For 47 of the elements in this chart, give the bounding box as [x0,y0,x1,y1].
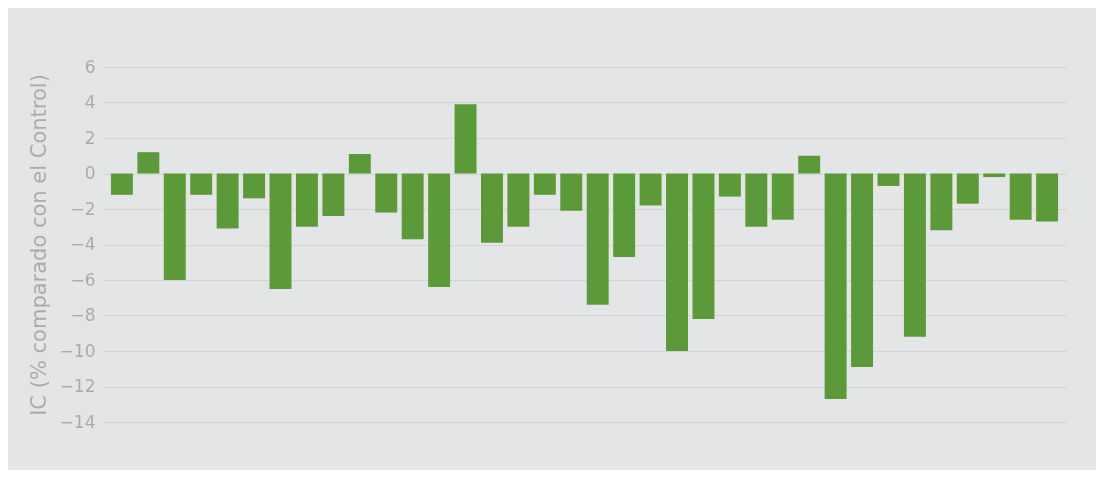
bar [956,173,979,204]
bar [348,153,371,174]
bar [454,104,477,174]
bar [692,173,715,320]
bar [560,173,583,211]
y-tick-label: −2 [70,198,96,219]
y-tick-label: 0 [84,163,96,183]
bar [295,173,318,227]
bar [190,173,213,195]
bar [851,173,874,367]
bar [639,173,662,206]
y-tick-label: −14 [59,411,96,432]
bar [269,173,292,289]
bar [1009,173,1032,220]
bar [930,173,953,231]
bar [533,173,556,195]
y-tick-label: −10 [59,340,96,361]
y-tick-label: 2 [84,127,96,148]
bar [401,173,424,240]
bar [824,173,847,399]
bar [137,152,160,174]
y-tick-label: −4 [70,234,96,254]
y-tick-label: 4 [84,92,96,112]
bar [745,173,768,227]
bar [322,173,345,217]
bar [110,173,133,195]
bar [216,173,239,229]
bar [771,173,794,220]
bar [428,173,451,288]
bar [375,173,398,213]
bar [507,173,530,227]
y-tick-label: −12 [59,376,96,396]
y-tick-label: −6 [70,269,96,290]
bar [613,173,636,257]
bar [718,173,741,197]
y-axis-title: IC (% comparado con el Control) [26,74,51,416]
bar [163,173,186,280]
bar [877,173,900,186]
bar [903,173,926,337]
bar [586,173,609,305]
bar [798,155,821,174]
y-tick-label: 6 [84,56,96,77]
bar [1036,173,1059,222]
y-tick-label: −8 [70,305,96,325]
bar [481,173,503,243]
bar [666,173,688,351]
bar [243,173,266,199]
